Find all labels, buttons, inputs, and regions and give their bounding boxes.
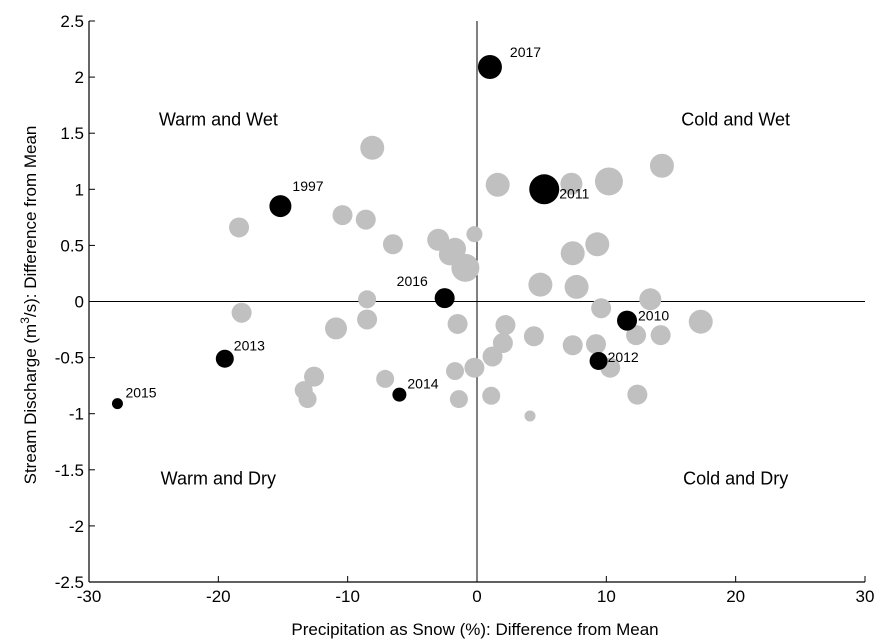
quadrant-label: Warm and Wet <box>159 109 278 129</box>
data-point <box>482 386 501 405</box>
data-point <box>451 253 480 282</box>
x-tick-label: 0 <box>472 587 481 606</box>
data-point <box>358 290 377 309</box>
x-tick-label: -10 <box>335 587 360 606</box>
point-label: 2016 <box>397 273 428 289</box>
data-point <box>464 357 485 378</box>
highlighted-point <box>589 351 608 370</box>
y-tick-label: -2.5 <box>55 573 84 592</box>
quadrant-label: Cold and Dry <box>683 468 788 488</box>
data-point <box>626 325 647 346</box>
highlighted-points <box>111 55 638 410</box>
point-label: 2015 <box>125 385 156 401</box>
data-point <box>298 390 317 409</box>
x-axis-title: Precipitation as Snow (%): Difference fr… <box>291 620 658 639</box>
x-tick-label: 10 <box>597 587 616 606</box>
quadrant-label: Cold and Wet <box>681 109 790 129</box>
y-tick-label: -1.5 <box>55 461 84 480</box>
highlighted-point <box>529 174 560 205</box>
data-point <box>688 309 713 334</box>
data-point <box>524 410 536 422</box>
point-labels: 2017 2011 1997 2016 2010 2013 2012 2014 2015 <box>125 44 669 401</box>
y-tick-label: -2 <box>69 517 84 536</box>
highlighted-point <box>434 288 455 309</box>
data-point <box>304 366 325 387</box>
data-point <box>447 313 468 334</box>
point-label: 2012 <box>608 349 639 365</box>
x-tick-label: 20 <box>726 587 745 606</box>
y-axis-title: Stream Discharge (m3/s): Difference from… <box>18 126 40 485</box>
data-point <box>492 333 513 354</box>
data-point <box>357 309 378 330</box>
data-point <box>466 226 483 243</box>
y-tick-label: 0 <box>75 293 84 312</box>
data-point <box>564 274 589 299</box>
highlighted-point <box>269 195 292 218</box>
data-point <box>360 135 385 160</box>
data-point <box>639 288 662 311</box>
data-point <box>485 172 510 197</box>
data-point <box>591 298 612 319</box>
tick-labels: -30 -20 -10 0 10 20 30 -2.5 -2 -1.5 -1 -0.5 0 0.5 1 1.5… <box>55 12 875 606</box>
data-point <box>523 326 544 347</box>
point-label: 2014 <box>407 376 438 392</box>
point-label: 2017 <box>510 44 541 60</box>
x-tick-label: -30 <box>77 587 102 606</box>
y-tick-label: 1.5 <box>60 124 84 143</box>
data-point <box>594 167 623 196</box>
data-point <box>562 335 583 356</box>
y-tick-label: -0.5 <box>55 349 84 368</box>
highlighted-point <box>477 55 502 80</box>
highlighted-point <box>392 387 407 402</box>
quadrant-label: Warm and Dry <box>161 468 276 488</box>
point-label: 2011 <box>559 185 589 201</box>
point-label: 2013 <box>234 338 265 354</box>
data-point <box>585 232 610 257</box>
y-tick-label: 0.5 <box>60 236 84 255</box>
point-label: 2010 <box>638 308 669 324</box>
data-point <box>446 362 465 381</box>
y-tick-label: 2.5 <box>60 12 84 31</box>
reference-lines <box>89 21 865 582</box>
data-point <box>627 384 648 405</box>
data-point <box>482 346 503 367</box>
data-point <box>649 153 674 178</box>
axis-ticks <box>88 20 866 583</box>
data-point <box>332 205 353 226</box>
highlighted-point <box>215 349 234 368</box>
y-tick-label: 2 <box>75 68 84 87</box>
data-point <box>650 325 671 346</box>
other-points <box>229 135 713 422</box>
data-point <box>325 317 348 340</box>
x-tick-label: -20 <box>206 587 231 606</box>
highlighted-point <box>617 310 638 331</box>
quadrant-labels: Warm and Wet Cold and Wet Warm and Dry Cold… <box>159 109 790 488</box>
data-point <box>376 369 395 388</box>
data-point <box>229 217 250 238</box>
y-tick-label: -1 <box>69 405 84 424</box>
highlighted-point <box>111 398 123 410</box>
data-point <box>449 390 468 409</box>
x-tick-label: 30 <box>856 587 875 606</box>
data-point <box>560 241 585 266</box>
data-point <box>585 334 606 355</box>
data-point <box>560 172 583 195</box>
data-point <box>382 234 403 255</box>
data-point <box>355 209 376 230</box>
data-point <box>231 302 252 323</box>
y-tick-label: 1 <box>75 180 84 199</box>
data-point <box>528 272 553 297</box>
point-label: 1997 <box>292 178 323 194</box>
data-point <box>495 315 516 336</box>
